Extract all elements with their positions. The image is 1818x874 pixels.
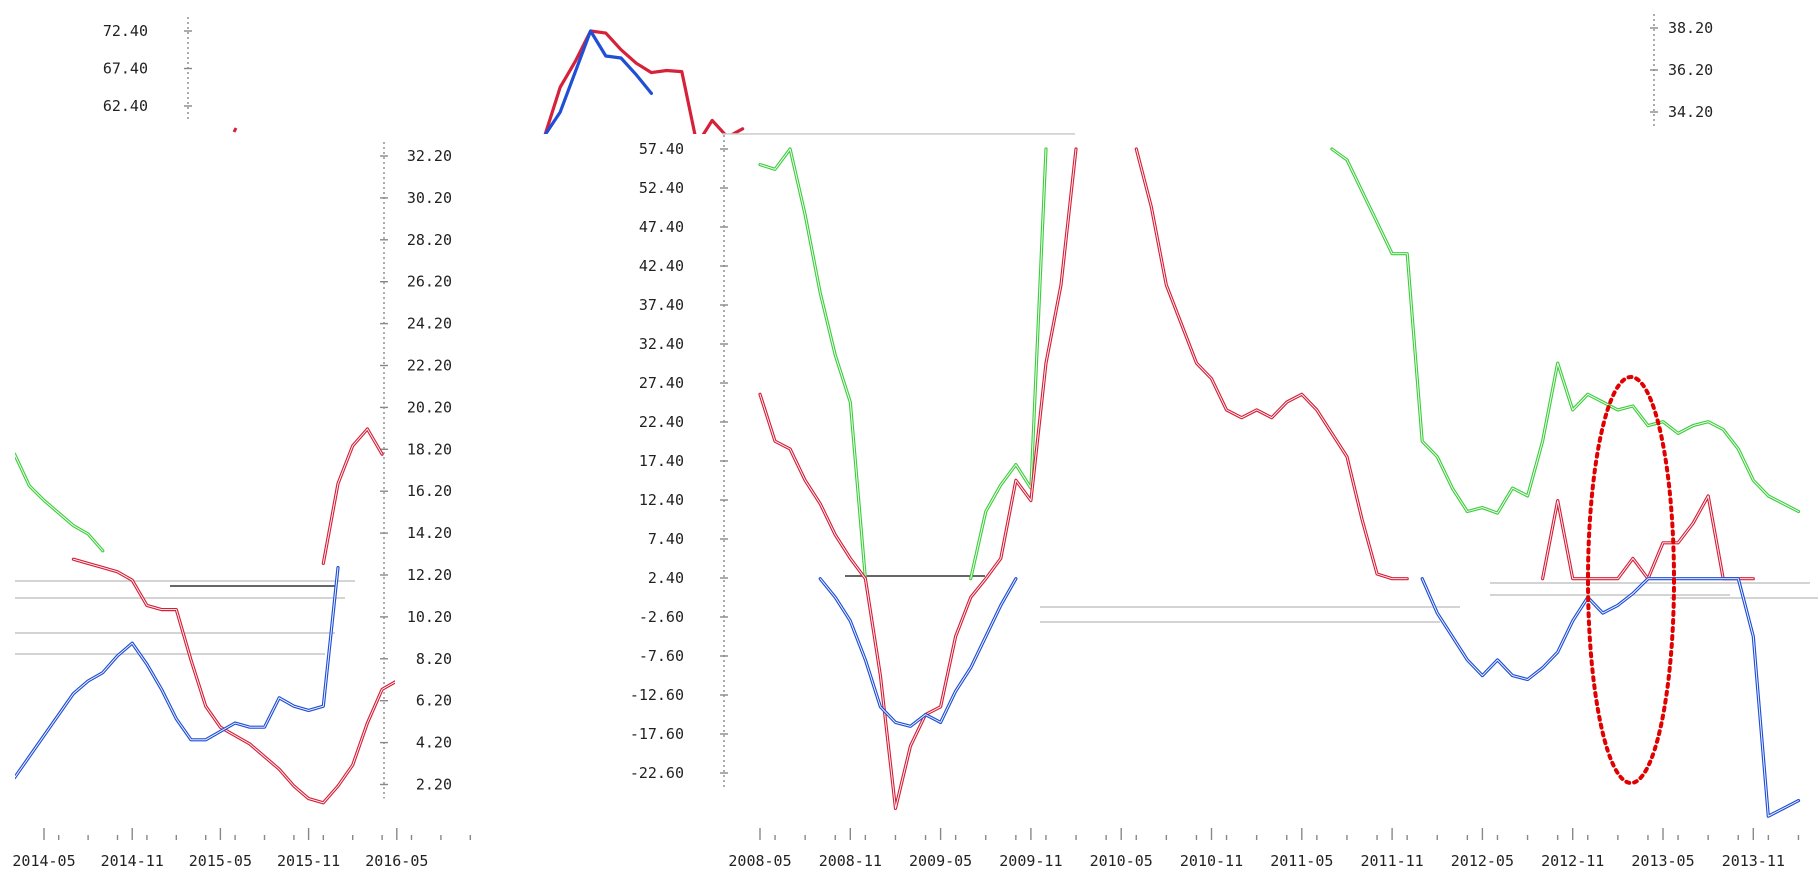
lower-left-panel-ytick-label: 16.20: [407, 482, 452, 500]
lower-left-panel-ytick-label: 12.20: [407, 566, 452, 584]
top-left-red-mark: [232, 127, 238, 133]
top-strip-left-ytick-label: 67.40: [103, 60, 148, 78]
lower-right-panel-ytick-label: 52.40: [639, 179, 684, 197]
lower-left-panel-ytick-label: 14.20: [407, 524, 452, 542]
lower-left-panel-xtick-label: 2014-05: [12, 852, 75, 870]
top-strip-middle-series-red-line: [543, 29, 745, 146]
lower-right-panel-ytick-label: 27.40: [639, 374, 684, 392]
lower-left-panel-ytick-label: 2.20: [416, 776, 452, 794]
lower-right-panel-ytick-label: 12.40: [639, 491, 684, 509]
lower-left-panel-series-blue-line-core: [15, 567, 339, 778]
lower-right-panel-xtick-label: 2013-05: [1631, 852, 1694, 870]
lower-left-panel-ytick-label: 6.20: [416, 692, 452, 710]
lower-right-panel-ytick-label: 57.40: [639, 140, 684, 158]
lower-left-panel-ytick-label: 4.20: [416, 734, 452, 752]
top-strip-right-ytick-label: 36.20: [1668, 61, 1713, 79]
top-strip-left-ytick-label: 72.40: [103, 22, 148, 40]
lower-right-panel-ytick-label: 7.40: [648, 530, 684, 548]
lower-left-panel-ytick-label: 8.20: [416, 650, 452, 668]
lower-right-panel-xtick-label: 2009-11: [999, 852, 1062, 870]
lower-right-panel-series-red-line-core: [1135, 148, 1408, 580]
series-layer: [15, 147, 1801, 818]
lower-left-panel-ytick-label: 28.20: [407, 231, 452, 249]
lower-right-panel-ytick-label: -22.60: [630, 764, 684, 782]
lower-right-panel-series-blue-line-core: [819, 578, 1017, 727]
lower-right-panel-series-red-line-core: [759, 148, 1077, 809]
lower-right-panel-ytick-label: -7.60: [639, 647, 684, 665]
lower-left-panel-ytick-label: 22.20: [407, 357, 452, 375]
lower-right-panel-xtick-label: 2012-11: [1541, 852, 1604, 870]
lower-right-panel-xtick-label: 2010-11: [1180, 852, 1243, 870]
axes-layer: 32.20 30.20 28.20 26.20 24.20 22.20 20.20 18.20…: [12, 135, 1818, 870]
lower-left-panel-ytick-label: 18.20: [407, 440, 452, 458]
lower-right-panel-ytick-label: 42.40: [639, 257, 684, 275]
lower-left-panel-ytick-label: 32.20: [407, 147, 452, 165]
top-strip-right-ytick-label: 38.20: [1668, 19, 1713, 37]
lower-right-panel-ytick-label: -12.60: [630, 686, 684, 704]
lower-right-panel-ytick-label: -17.60: [630, 725, 684, 743]
lower-left-panel-series-red-line-core: [322, 428, 383, 564]
lower-left-panel-series-green-line-core: [15, 453, 104, 552]
lower-right-panel-ytick-label: 2.40: [648, 569, 684, 587]
lower-right-panel-xtick-label: 2012-05: [1451, 852, 1514, 870]
annotation-layer: [1586, 375, 1676, 785]
lower-left-panel-xtick-label: 2015-11: [277, 852, 340, 870]
lower-right-panel-xtick-label: 2010-05: [1090, 852, 1153, 870]
red-dotted-ellipse-annotation: [1586, 375, 1676, 785]
lower-right-panel-ytick-label: 37.40: [639, 296, 684, 314]
lower-left-panel-ytick-label: 10.20: [407, 608, 452, 626]
lower-left-panel-xtick-label: 2014-11: [101, 852, 164, 870]
lower-right-panel-xtick-label: 2013-11: [1722, 852, 1785, 870]
top-strip-left-ytick-label: 62.40: [103, 97, 148, 115]
lower-right-panel-xtick-label: 2011-05: [1270, 852, 1333, 870]
lower-right-panel-ytick-label: 22.40: [639, 413, 684, 431]
lower-right-panel-xtick-label: 2011-11: [1360, 852, 1423, 870]
lower-right-panel-ytick-label: 32.40: [639, 335, 684, 353]
lower-left-panel-xtick-label: 2015-05: [189, 852, 252, 870]
lower-left-panel-series-red-line-core: [72, 558, 395, 804]
lower-right-panel-xtick-label: 2009-05: [909, 852, 972, 870]
lower-left-panel-ytick-label: 26.20: [407, 273, 452, 291]
lower-right-panel-ytick-label: 17.40: [639, 452, 684, 470]
top-strip-middle-series-blue-line: [543, 29, 654, 137]
lower-right-panel-xtick-label: 2008-05: [728, 852, 791, 870]
lower-right-panel-ytick-label: 47.40: [639, 218, 684, 236]
lower-left-panel-ytick-label: 30.20: [407, 189, 452, 207]
lower-right-panel-series-green-line-core: [759, 148, 866, 580]
top-strip-right-ytick-label: 34.20: [1668, 103, 1713, 121]
lower-right-panel-series-green-line-core: [970, 148, 1047, 580]
lower-left-panel-xtick-label: 2016-05: [365, 852, 428, 870]
lower-right-panel-xtick-label: 2008-11: [819, 852, 882, 870]
background-layer: 72.40 67.40 62.40 38.20 36.20 34.20: [0, 14, 1818, 874]
lower-left-panel-ytick-label: 20.20: [407, 398, 452, 416]
lower-right-panel-ytick-label: -2.60: [639, 608, 684, 626]
lower-right-panel-series-blue-line-core: [1421, 578, 1799, 817]
lower-right-panel-series-green-line-core: [1331, 148, 1799, 514]
lower-left-panel-ytick-label: 24.20: [407, 315, 452, 333]
